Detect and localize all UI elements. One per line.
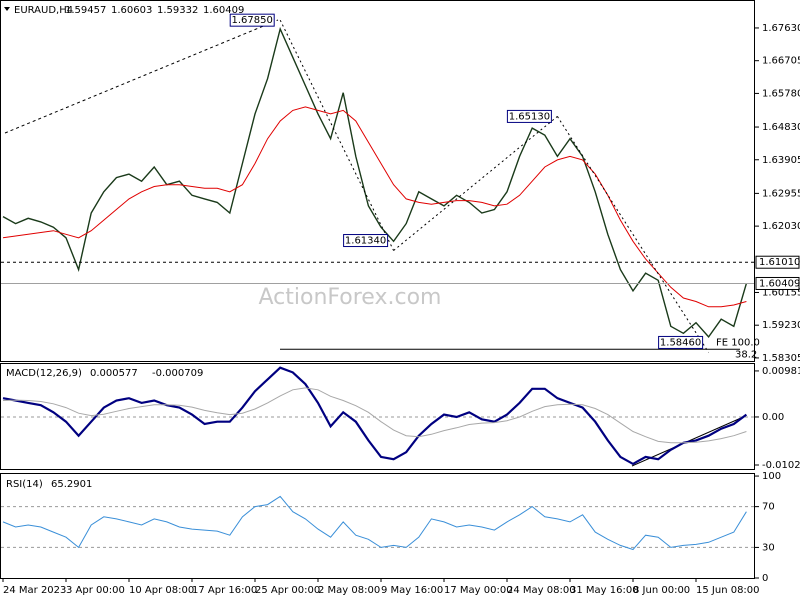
x-tick-label: 24 May 08:00 bbox=[507, 585, 576, 596]
series-line bbox=[2, 26, 748, 339]
y-tick-label: 1.60155 bbox=[762, 287, 800, 298]
x-tick-label: 31 May 16:00 bbox=[570, 585, 639, 596]
annotation-box bbox=[229, 13, 275, 27]
x-tick-label: 8 Jun 00:00 bbox=[633, 585, 690, 596]
price-panel bbox=[0, 0, 755, 362]
x-tick-label: 15 Jun 08:00 bbox=[696, 585, 760, 596]
trend-line bbox=[4, 19, 279, 134]
rsi-panel bbox=[0, 473, 755, 579]
price-label: 1.61010 bbox=[759, 257, 800, 268]
series-line bbox=[2, 387, 747, 444]
y-tick-label: 1.63905 bbox=[762, 155, 800, 166]
series-line bbox=[2, 106, 747, 308]
y-tick-label: -0.010235 bbox=[762, 460, 800, 471]
price-label-box bbox=[755, 255, 800, 269]
watermark: ActionForex.com bbox=[259, 285, 442, 310]
trend-line bbox=[556, 116, 710, 353]
y-tick-label: 70 bbox=[762, 502, 775, 513]
y-tick-label: 1.67630 bbox=[762, 23, 800, 34]
y-tick-label: 1.62955 bbox=[762, 188, 800, 199]
y-tick-label: 0.00 bbox=[762, 412, 784, 423]
y-tick-label: 30 bbox=[762, 542, 775, 553]
annotation-label: 1.65130 bbox=[509, 111, 550, 122]
series-line bbox=[2, 495, 747, 551]
fe-label: 38.2 bbox=[735, 349, 757, 360]
x-tick-label: 3 Apr 00:00 bbox=[66, 585, 125, 596]
y-tick-label: 1.65780 bbox=[762, 88, 800, 99]
price-label-box bbox=[755, 276, 800, 290]
y-tick-label: 100 bbox=[762, 471, 781, 482]
annotation-box bbox=[658, 335, 704, 349]
y-tick-label: 0 bbox=[762, 573, 768, 584]
y-tick-label: 1.66705 bbox=[762, 56, 800, 67]
annotation-box bbox=[343, 234, 389, 248]
x-tick-label: 24 Mar 2023 bbox=[3, 585, 66, 596]
series-line bbox=[2, 366, 748, 466]
macd-readout: 0.000577 bbox=[90, 368, 138, 379]
x-tick-label: 17 May 00:00 bbox=[444, 585, 513, 596]
annotation-label: 1.67850 bbox=[232, 15, 273, 26]
x-tick-label: 17 Apr 16:00 bbox=[192, 585, 257, 596]
x-tick-label: 10 Apr 08:00 bbox=[129, 585, 194, 596]
menu-arrow bbox=[4, 7, 10, 11]
signal-readout: -0.000709 bbox=[152, 368, 203, 379]
ohlc-close: 1.60409 bbox=[203, 5, 244, 16]
chart-title: EURAUD,H4 bbox=[14, 5, 73, 16]
price-label: 1.60409 bbox=[759, 278, 800, 289]
rsi-title: RSI(14) bbox=[6, 479, 43, 490]
macd-title: MACD(12,26,9) bbox=[6, 368, 82, 379]
ohlc-open: 1.59457 bbox=[65, 5, 106, 16]
rsi-readout: 65.2901 bbox=[51, 479, 92, 490]
annotation-box bbox=[506, 109, 552, 123]
trend-line bbox=[393, 116, 558, 251]
y-tick-label: 1.62030 bbox=[762, 221, 800, 232]
ohlc-low: 1.59332 bbox=[157, 5, 198, 16]
x-tick-label: 2 May 08:00 bbox=[318, 585, 380, 596]
y-tick-label: 1.59230 bbox=[762, 320, 800, 331]
ohlc-high: 1.60603 bbox=[111, 5, 152, 16]
y-tick-label: 1.64830 bbox=[762, 122, 800, 133]
x-tick-label: 9 May 16:00 bbox=[381, 585, 443, 596]
x-tick-label: 25 Apr 00:00 bbox=[255, 585, 320, 596]
macd-panel bbox=[0, 363, 755, 470]
y-tick-label: 0.00981 bbox=[762, 366, 800, 377]
annotation-label: 1.58460 bbox=[660, 337, 701, 348]
fe-label: FE 100.0 bbox=[716, 337, 760, 348]
y-tick-label: 1.58305 bbox=[762, 353, 800, 364]
annotation-label: 1.61340 bbox=[345, 236, 386, 247]
